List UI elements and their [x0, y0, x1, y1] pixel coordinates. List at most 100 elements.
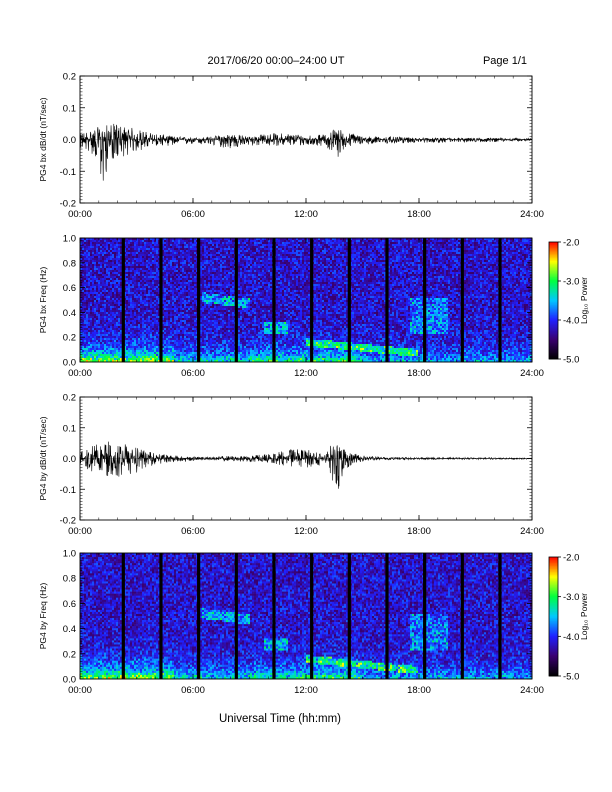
spectrogram-cell [106, 250, 108, 252]
spectrogram-cell [186, 318, 188, 320]
spectrogram-cell [200, 322, 202, 324]
spectrogram-cell [220, 248, 222, 250]
spectrogram-cell [94, 306, 96, 308]
spectrogram-cell [154, 266, 156, 268]
spectrogram-cell [190, 334, 192, 336]
spectrogram-cell [148, 304, 150, 306]
spectrogram-cell [230, 326, 232, 328]
spectrogram-cell [84, 242, 86, 244]
spectrogram-cell [144, 326, 146, 328]
spectrogram-cell [90, 310, 92, 312]
spectrogram-cell [188, 240, 190, 242]
spectrogram-cell [114, 350, 116, 352]
spectrogram-cell [118, 292, 120, 294]
spectrogram-cell [106, 264, 108, 266]
spectrogram-cell [212, 254, 214, 256]
spectrogram-cell [190, 248, 192, 250]
spectrogram-cell [178, 354, 180, 356]
spectrogram-cell [164, 264, 166, 266]
spectrogram-cell [184, 250, 186, 252]
spectrogram-cell [228, 264, 230, 266]
spectrogram-cell [116, 348, 118, 350]
spectrogram-cell [184, 278, 186, 280]
spectrogram-cell [108, 356, 110, 358]
spectrogram-cell [142, 254, 144, 256]
spectrogram-cell [218, 256, 220, 258]
spectrogram-cell [178, 258, 180, 260]
spectrogram-cell [204, 358, 206, 360]
spectrogram-cell [178, 306, 180, 308]
spectrogram-cell [90, 354, 92, 356]
spectrogram-cell [226, 242, 228, 244]
spectrogram-cell [94, 254, 96, 256]
spectrogram-cell [156, 308, 158, 310]
spectrogram-cell [110, 258, 112, 260]
spectrogram-cell [110, 334, 112, 336]
spectrogram-cell [172, 254, 174, 256]
spectrogram-cell [86, 318, 88, 320]
spectrogram-cell [152, 346, 154, 348]
spectrogram-cell [210, 320, 212, 322]
spectrogram-cell [82, 296, 84, 298]
spectrogram-cell [192, 300, 194, 302]
spectrogram-cell [134, 348, 136, 350]
spectrogram-cell [86, 328, 88, 330]
spectrogram-cell [226, 268, 228, 270]
spectrogram-cell [100, 284, 102, 286]
spectrogram-cell [210, 336, 212, 338]
spectrogram-cell [100, 304, 102, 306]
spectrogram-cell [200, 332, 202, 334]
spectrogram-cell [118, 314, 120, 316]
spectrogram-cell [180, 262, 182, 264]
spectrogram-cell [102, 272, 104, 274]
spectrogram-cell [216, 332, 218, 334]
spectrogram-cell [192, 302, 194, 304]
spectrogram-cell [190, 316, 192, 318]
spectrogram-cell [176, 358, 178, 360]
spectrogram-cell [82, 268, 84, 270]
spectrogram-cell [102, 288, 104, 290]
spectrogram-cell [126, 336, 128, 338]
spectrogram-cell [146, 242, 148, 244]
spectrogram-cell [210, 266, 212, 268]
spectrogram-cell [226, 282, 228, 284]
spectrogram-cell [202, 288, 204, 290]
spectrogram-cell [84, 294, 86, 296]
spectrogram-cell [140, 306, 142, 308]
spectrogram-cell [140, 284, 142, 286]
spectrogram-cell [94, 318, 96, 320]
spectrogram-cell [168, 268, 170, 270]
spectrogram-cell [92, 298, 94, 300]
spectrogram-cell [96, 322, 98, 324]
spectrogram-cell [188, 304, 190, 306]
spectrogram-cell [118, 358, 120, 360]
spectrogram-cell [184, 358, 186, 360]
spectrogram-cell [184, 336, 186, 338]
spectrogram-cell [126, 248, 128, 250]
spectrogram-cell [126, 294, 128, 296]
spectrogram-cell [88, 352, 90, 354]
spectrogram-cell [84, 290, 86, 292]
spectrogram-cell [228, 328, 230, 330]
spectrogram-cell [112, 240, 114, 242]
spectrogram-cell [126, 250, 128, 252]
spectrogram-cell [190, 304, 192, 306]
spectrogram-cell [156, 328, 158, 330]
spectrogram-cell [154, 318, 156, 320]
spectrogram-cell [172, 278, 174, 280]
spectrogram-cell [110, 240, 112, 242]
spectrogram-cell [138, 338, 140, 340]
spectrogram-cell [168, 284, 170, 286]
spectrogram-cell [134, 340, 136, 342]
spectrogram-cell [192, 270, 194, 272]
spectrogram-cell [224, 298, 226, 300]
spectrogram-cell [118, 326, 120, 328]
spectrogram-cell [84, 308, 86, 310]
spectrogram-cell [96, 296, 98, 298]
spectrogram-cell [232, 246, 234, 248]
spectrogram-cell [188, 268, 190, 270]
spectrogram-cell [140, 340, 142, 342]
spectrogram-cell [104, 346, 106, 348]
spectrogram-cell [232, 274, 234, 276]
spectrogram-cell [152, 264, 154, 266]
